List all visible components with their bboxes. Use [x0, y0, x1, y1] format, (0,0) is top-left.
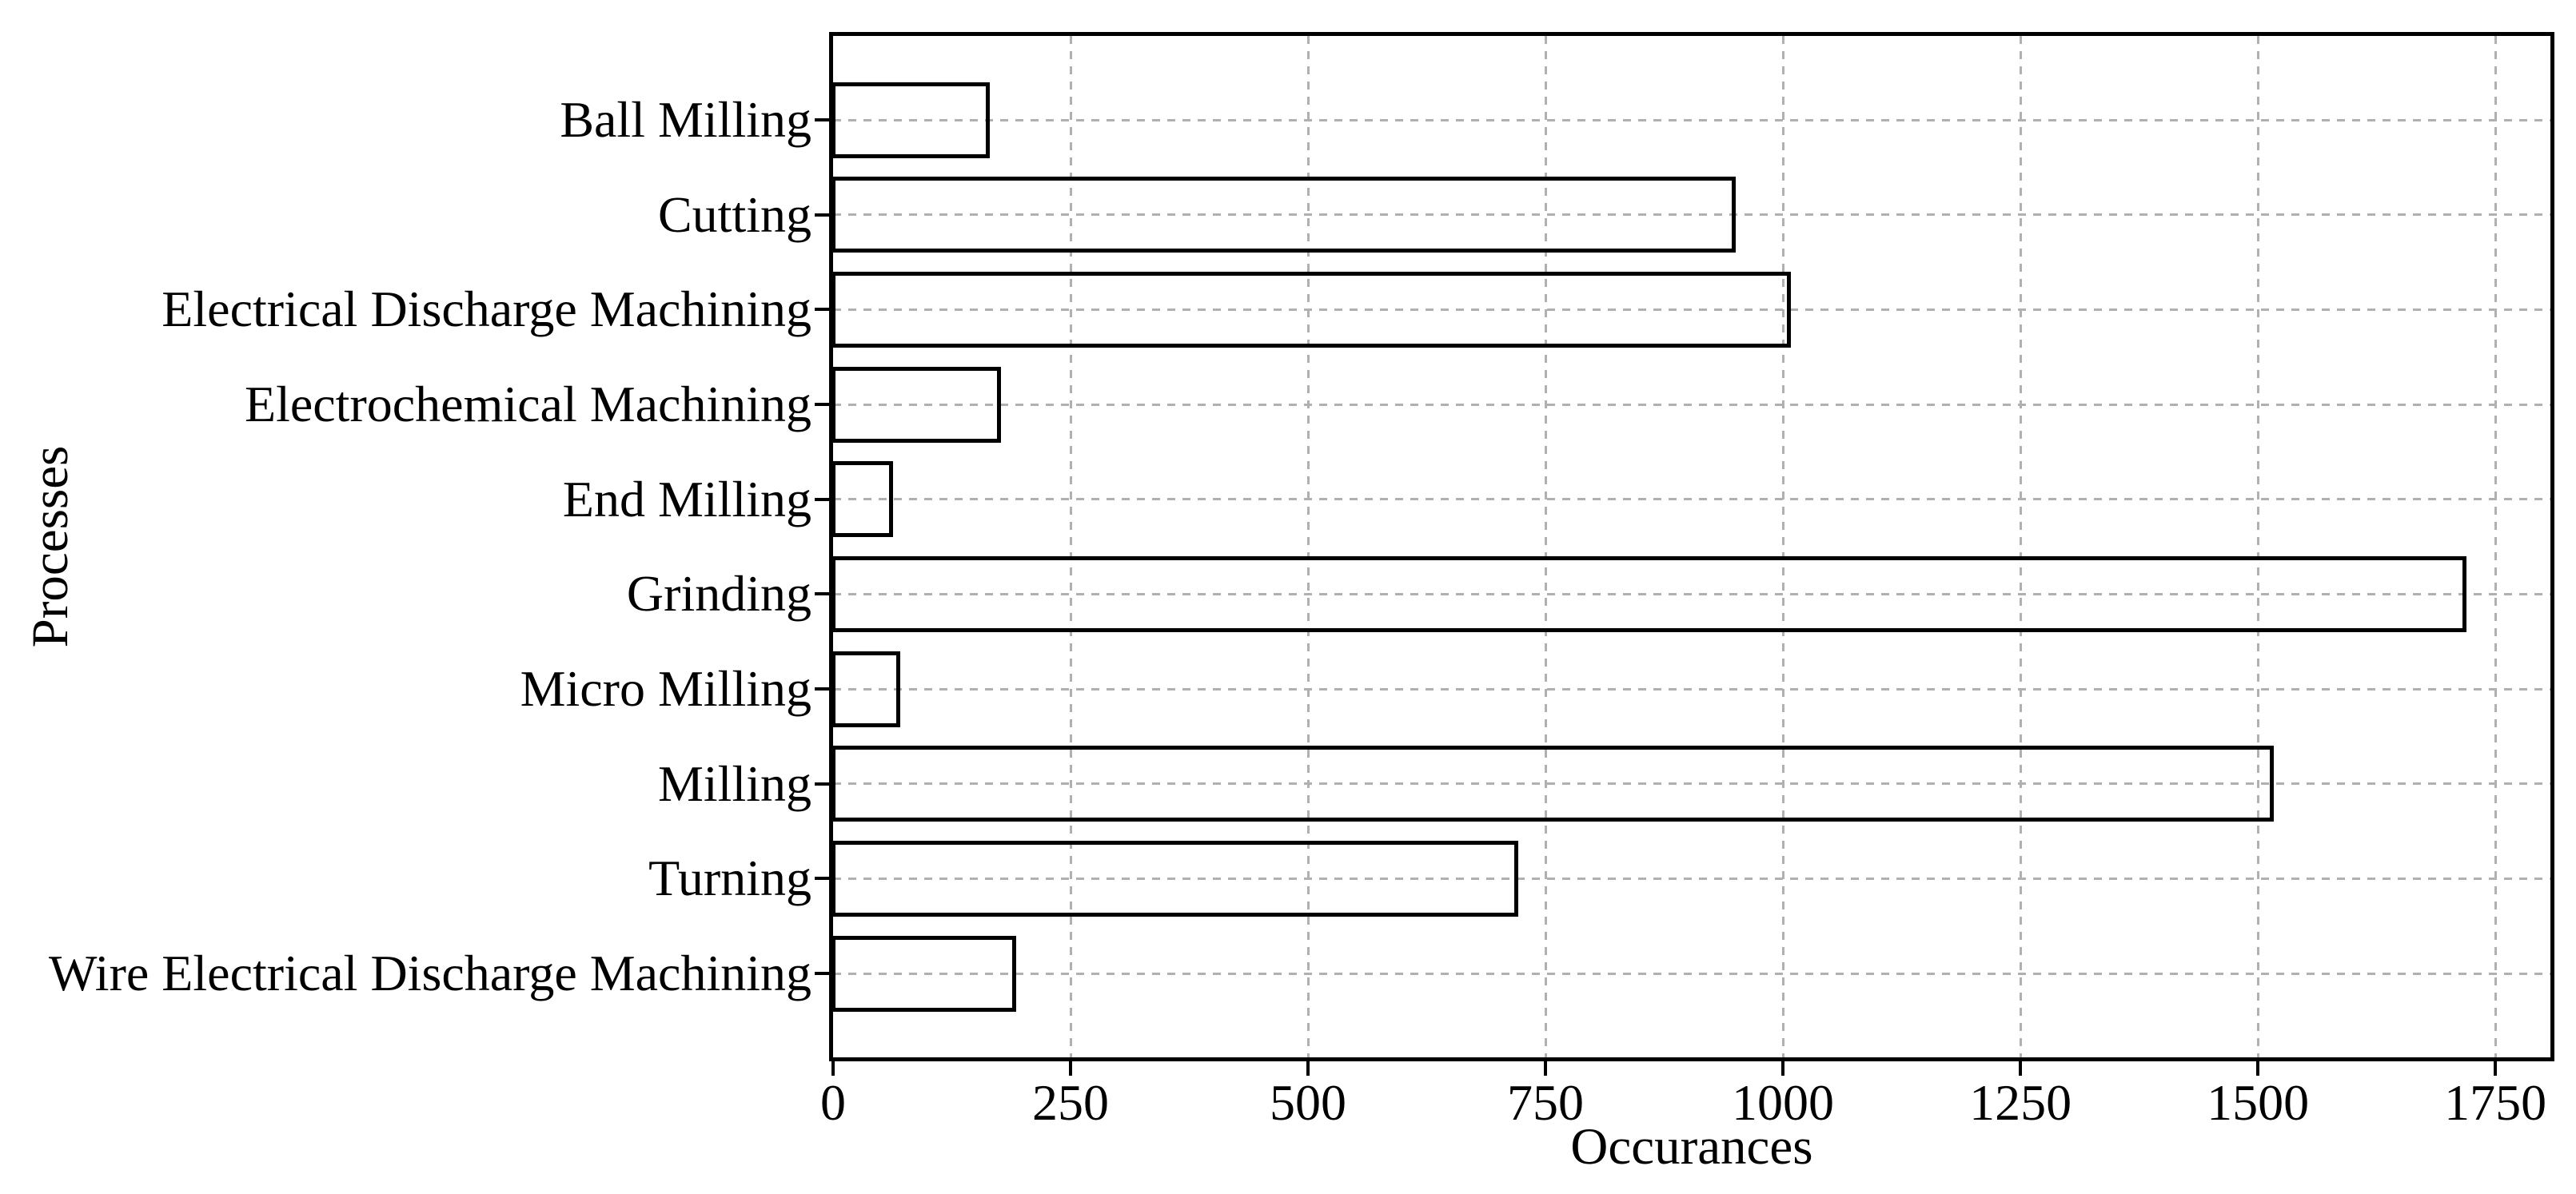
bar [831, 935, 1017, 1012]
y-tick-mark [815, 403, 829, 406]
x-tick-label: 250 [1032, 1074, 1109, 1131]
category-label: Turning [648, 850, 811, 907]
x-tick-label: 750 [1507, 1074, 1585, 1131]
bar [831, 82, 991, 158]
category-label: End Milling [562, 470, 811, 527]
h-gridline [833, 308, 2550, 311]
x-tick-mark [2494, 1061, 2498, 1076]
h-gridline [833, 403, 2550, 406]
y-tick-mark [815, 782, 829, 786]
y-tick-mark [815, 213, 829, 217]
x-tick-mark [2019, 1061, 2023, 1076]
category-label: Electrical Discharge Machining [161, 281, 811, 338]
h-gridline [833, 972, 2550, 975]
bar [831, 461, 893, 538]
h-gridline [833, 498, 2550, 501]
y-tick-mark [815, 308, 829, 312]
category-label: Cutting [657, 185, 811, 243]
x-tick-label: 1000 [1732, 1074, 1835, 1131]
bar [831, 651, 901, 727]
h-gridline [833, 118, 2550, 121]
x-tick-mark [1781, 1061, 1785, 1076]
h-gridline [833, 592, 2550, 595]
x-axis-label: Occurances [1570, 1118, 1813, 1176]
x-tick-mark [831, 1061, 835, 1076]
x-tick-label: 0 [820, 1074, 846, 1131]
bar [831, 271, 1791, 348]
bar [831, 746, 2275, 822]
y-tick-mark [815, 687, 829, 691]
h-gridline [833, 213, 2550, 217]
v-gridline [2256, 36, 2259, 1057]
category-label: Milling [657, 754, 811, 812]
x-tick-label: 1250 [1969, 1074, 2072, 1131]
category-label: Grinding [626, 565, 811, 623]
h-gridline [833, 877, 2550, 880]
v-gridline [2494, 36, 2497, 1057]
category-label: Electrochemical Machining [244, 376, 811, 432]
y-tick-mark [815, 972, 829, 975]
bar [831, 366, 1002, 443]
h-gridline [833, 782, 2550, 786]
y-tick-mark [815, 118, 829, 121]
x-tick-mark [1306, 1061, 1310, 1076]
x-tick-mark [1069, 1061, 1072, 1076]
h-gridline [833, 687, 2550, 691]
bar [831, 177, 1736, 253]
category-label: Ball Milling [560, 91, 811, 148]
v-gridline [1069, 36, 1072, 1057]
x-tick-label: 500 [1270, 1074, 1347, 1131]
category-label: Micro Milling [520, 660, 811, 717]
y-tick-mark [815, 592, 829, 596]
x-tick-mark [1544, 1061, 1548, 1076]
x-tick-label: 1500 [2207, 1074, 2310, 1131]
v-gridline [2019, 36, 2022, 1057]
y-tick-mark [815, 877, 829, 881]
v-gridline [1781, 36, 1784, 1057]
category-label: Wire Electrical Discharge Machining [48, 945, 811, 1001]
x-tick-mark [2256, 1061, 2260, 1076]
bar [831, 840, 1518, 917]
x-tick-label: 1750 [2444, 1074, 2547, 1131]
plot-area [829, 32, 2554, 1061]
v-gridline [1544, 36, 1547, 1057]
y-tick-mark [815, 497, 829, 501]
v-gridline [1306, 36, 1310, 1057]
bar [831, 555, 2467, 632]
